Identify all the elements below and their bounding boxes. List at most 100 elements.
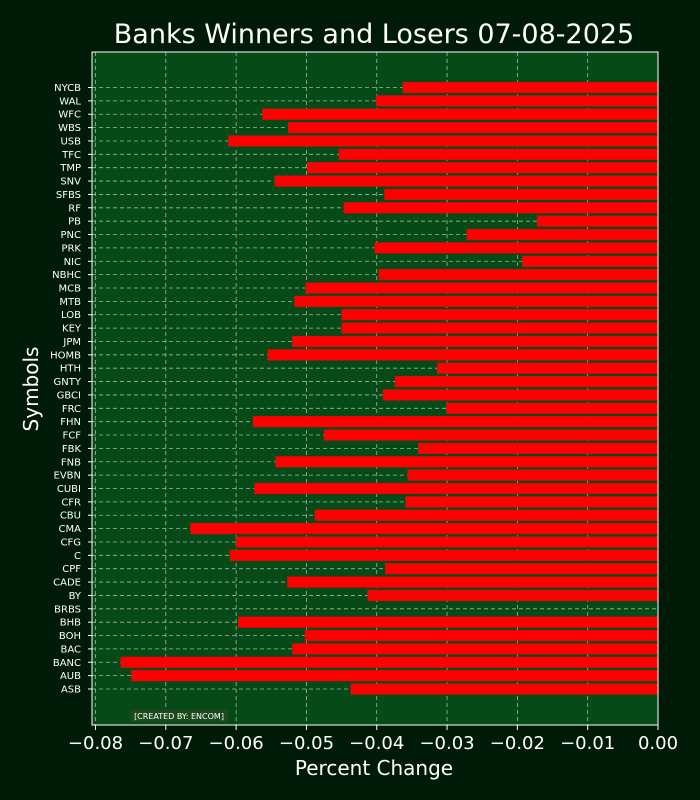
bar-evbn	[407, 469, 659, 481]
y-tick-label: CPF	[62, 564, 81, 575]
y-tick-label: PB	[68, 217, 81, 228]
y-tick-label: CFR	[61, 497, 81, 508]
x-tick-label: −0.07	[138, 733, 193, 754]
y-tick-label: CADE	[53, 578, 81, 589]
bar-by	[367, 589, 659, 602]
y-tick-label: ASB	[61, 685, 81, 696]
x-axis-label: Percent Change	[295, 756, 453, 780]
x-tick-label: −0.01	[560, 733, 615, 754]
bar-sfbs	[384, 188, 659, 201]
y-tick-label: WFC	[58, 110, 81, 121]
bar-nbhc	[378, 269, 659, 281]
y-tick-label: BHB	[60, 618, 81, 629]
bar-wal	[375, 95, 659, 107]
y-tick-label: NBHC	[52, 270, 81, 281]
bar-gnty	[394, 375, 659, 388]
bar-tfc	[338, 148, 659, 160]
bar-lob	[341, 309, 659, 321]
bar-asb	[350, 683, 659, 695]
y-tick-label: LOB	[61, 310, 81, 321]
bar-nycb	[402, 81, 659, 94]
y-tick-label: FHN	[60, 417, 81, 428]
bar-cfr	[405, 496, 659, 508]
bar-c	[229, 549, 659, 561]
y-tick-label: SNV	[60, 177, 81, 188]
y-tick-label: HTH	[60, 364, 81, 375]
bar-cbu	[314, 509, 659, 521]
y-tick-label: WAL	[59, 96, 81, 107]
y-tick-label: PRK	[61, 243, 81, 254]
y-tick-label: TFC	[61, 150, 81, 161]
y-tick-label: FNB	[61, 457, 81, 468]
bar-wfc	[261, 108, 659, 120]
y-tick-label: FBK	[62, 444, 82, 455]
y-tick-label: MCB	[59, 284, 82, 295]
bar-cma	[190, 523, 659, 535]
bar-cfg	[235, 536, 659, 548]
bar-aub	[131, 670, 659, 682]
bar-homb	[267, 349, 659, 361]
x-tick-label: 0.00	[638, 733, 678, 754]
y-tick-label: CUBI	[57, 484, 81, 495]
y-axis-label: Symbols	[19, 347, 43, 432]
x-tick-label: −0.08	[68, 733, 123, 754]
x-tick-label: −0.04	[349, 733, 404, 754]
y-tick-label: BANC	[53, 658, 81, 669]
y-tick-label: CBU	[60, 511, 81, 522]
y-tick-label: PNC	[61, 230, 82, 241]
y-tick-label: C	[74, 551, 81, 562]
y-tick-label: USB	[60, 136, 81, 147]
bar-key	[341, 322, 659, 334]
y-tick-label: TMP	[59, 163, 81, 174]
y-tick-label: SFBS	[56, 190, 81, 201]
y-tick-label: BRBS	[54, 604, 81, 615]
bar-pnc	[466, 228, 659, 241]
y-tick-label: HOMB	[50, 350, 81, 361]
x-tick-label: −0.02	[490, 733, 545, 754]
bar-snv	[274, 175, 659, 187]
y-tick-label: GBCI	[57, 390, 81, 401]
x-tick-label: −0.03	[419, 733, 474, 754]
bar-hth	[436, 362, 659, 374]
bar-cade	[287, 576, 659, 588]
credit-label: [CREATED BY: ENCOM]	[134, 712, 224, 721]
bar-pb	[536, 215, 659, 227]
y-tick-label: NYCB	[54, 83, 81, 94]
bar-fbk	[417, 442, 659, 454]
y-tick-label: BAC	[60, 644, 81, 655]
bar-rf	[343, 202, 659, 214]
y-tick-label: NIC	[64, 257, 81, 268]
y-tick-label: EVBN	[54, 471, 82, 482]
y-tick-label: AUB	[60, 671, 81, 682]
plot-border	[91, 51, 659, 726]
bar-cubi	[254, 482, 659, 495]
bar-bhb	[237, 616, 659, 628]
y-tick-label: JPM	[62, 337, 81, 348]
y-tick-label: KEY	[62, 324, 82, 335]
y-tick-label: RF	[68, 203, 81, 214]
bar-fnb	[275, 456, 659, 468]
x-tick-label: −0.06	[209, 733, 264, 754]
chart-title: Banks Winners and Losers 07-08-2025	[114, 19, 634, 50]
y-tick-label: BY	[69, 591, 82, 602]
bar-wbs	[287, 122, 659, 134]
bar-mtb	[294, 295, 659, 307]
bar-bac	[292, 643, 659, 655]
y-tick-label: WBS	[58, 123, 81, 134]
bar-prk	[374, 242, 659, 254]
y-tick-label: CMA	[59, 524, 82, 535]
bar-cpf	[384, 563, 659, 575]
bar-frc	[446, 402, 659, 414]
y-tick-label: FRC	[62, 404, 81, 415]
x-tick-label: −0.05	[279, 733, 334, 754]
bar-banc	[120, 656, 659, 668]
credit-box	[130, 710, 228, 722]
bar-boh	[304, 629, 659, 642]
bar-nic	[522, 255, 659, 267]
y-tick-label: CFG	[61, 537, 81, 548]
bars	[120, 81, 659, 695]
bar-tmp	[306, 162, 659, 174]
bar-fcf	[323, 429, 659, 441]
